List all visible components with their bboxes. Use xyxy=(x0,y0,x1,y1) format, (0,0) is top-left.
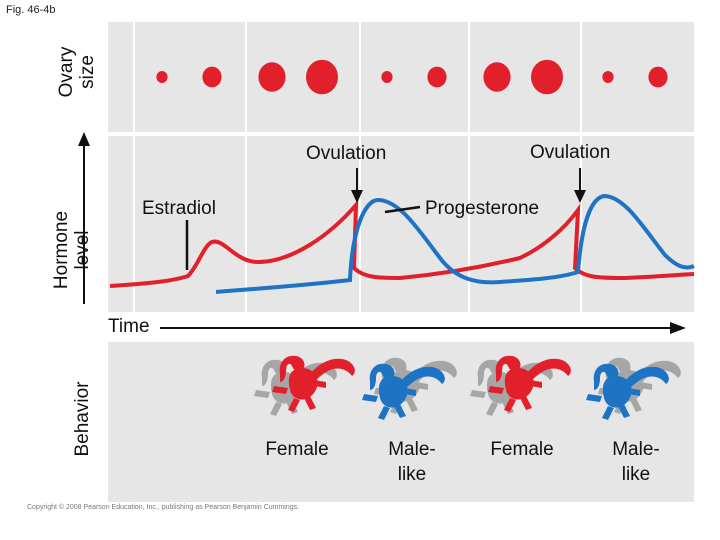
behavior-caption-line: Female xyxy=(490,439,554,460)
progesterone-pointer xyxy=(384,205,421,214)
ovary-size-dot xyxy=(531,59,563,95)
ovary-size-label: Ovary size xyxy=(56,32,100,112)
ovary-size-dot xyxy=(602,70,614,84)
time-label: Time xyxy=(108,316,150,337)
behavior-caption-line: like xyxy=(397,464,427,485)
ovary-size-dot xyxy=(202,66,222,88)
behavior-caption-line: Male- xyxy=(388,439,436,460)
progesterone-label: Progesterone xyxy=(425,198,540,219)
lizard-pair-male-like-2 xyxy=(586,357,681,420)
behavior-caption-2: Male- like xyxy=(362,437,462,487)
behavior-caption-4: Male- like xyxy=(586,437,686,487)
behavior-caption-1: Female xyxy=(247,437,347,462)
estradiol-curve xyxy=(109,199,695,288)
ovulation-arrow-2 xyxy=(574,168,586,203)
ovary-size-text: Ovary size xyxy=(56,46,98,98)
ovary-size-dot xyxy=(648,66,668,88)
level-text: level xyxy=(72,230,93,270)
lizard-pair-female-2 xyxy=(470,355,571,416)
lizard-pair-female-1 xyxy=(254,355,355,416)
ovary-dots xyxy=(156,59,668,95)
hormone-axis-arrow xyxy=(78,132,90,304)
copyright-notice: Copyright © 2008 Pearson Education, Inc.… xyxy=(27,504,300,511)
ovary-size-dot xyxy=(156,70,168,84)
ovary-size-dot xyxy=(483,62,511,92)
behavior-caption-line: like xyxy=(621,464,651,485)
behavior-caption-line: Female xyxy=(265,439,329,460)
figure-label: Fig. 46-4b xyxy=(6,4,56,16)
progesterone-curve xyxy=(215,193,695,294)
ovulation-label-1: Ovulation xyxy=(306,143,387,164)
ovary-size-dot xyxy=(381,70,393,84)
hormone-text: Hormone xyxy=(51,210,72,290)
ovary-size-dot xyxy=(258,62,286,92)
behavior-label: Behavior xyxy=(72,381,93,457)
hormone-level-label: Hormone level xyxy=(51,195,95,305)
estradiol-label: Estradiol xyxy=(142,198,216,219)
time-axis-arrow xyxy=(160,322,686,334)
behavior-caption-3: Female xyxy=(472,437,572,462)
ovary-size-dot xyxy=(427,66,447,88)
lizard-pair-male-like-1 xyxy=(362,357,457,420)
ovulation-arrow-1 xyxy=(351,168,363,203)
ovulation-label-2: Ovulation xyxy=(530,142,611,163)
ovary-size-dot xyxy=(306,59,338,95)
behavior-caption-line: Male- xyxy=(612,439,660,460)
hormone-panel xyxy=(108,136,694,312)
